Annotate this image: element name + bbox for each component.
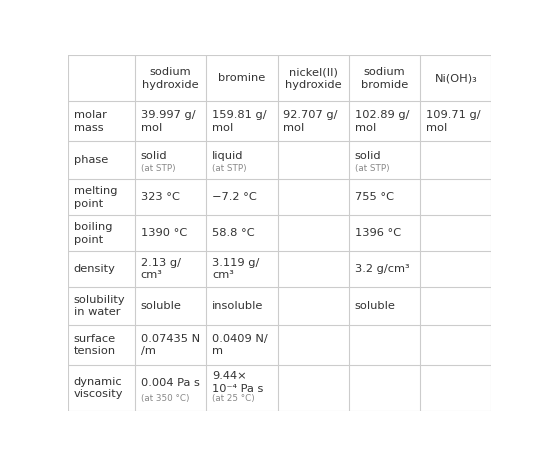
Text: boiling
point: boiling point bbox=[74, 222, 112, 244]
Text: −7.2 °C: −7.2 °C bbox=[212, 192, 257, 202]
Text: molar
mass: molar mass bbox=[74, 110, 106, 133]
Text: 39.997 g/
mol: 39.997 g/ mol bbox=[141, 110, 195, 133]
Text: solid: solid bbox=[141, 151, 167, 161]
Text: 109.71 g/
mol: 109.71 g/ mol bbox=[426, 110, 480, 133]
Text: insoluble: insoluble bbox=[212, 301, 263, 311]
Text: (at STP): (at STP) bbox=[212, 164, 247, 173]
Text: (at STP): (at STP) bbox=[354, 164, 389, 173]
Text: 0.07435 N
/m: 0.07435 N /m bbox=[141, 334, 200, 356]
Text: bromine: bromine bbox=[218, 73, 265, 84]
Text: 102.89 g/
mol: 102.89 g/ mol bbox=[354, 110, 409, 133]
Text: sodium
bromide: sodium bromide bbox=[361, 67, 408, 90]
Text: 3.2 g/cm³: 3.2 g/cm³ bbox=[354, 264, 409, 274]
Text: (at 350 °C): (at 350 °C) bbox=[141, 394, 189, 403]
Text: phase: phase bbox=[74, 155, 108, 165]
Text: sodium
hydroxide: sodium hydroxide bbox=[143, 67, 199, 90]
Text: surface
tension: surface tension bbox=[74, 334, 116, 356]
Text: soluble: soluble bbox=[141, 301, 182, 311]
Text: 0.004 Pa s: 0.004 Pa s bbox=[141, 377, 200, 388]
Text: liquid: liquid bbox=[212, 151, 244, 161]
Text: (at 25 °C): (at 25 °C) bbox=[212, 394, 255, 403]
Text: 2.13 g/
cm³: 2.13 g/ cm³ bbox=[141, 258, 181, 280]
Text: 159.81 g/
mol: 159.81 g/ mol bbox=[212, 110, 266, 133]
Text: 92.707 g/
mol: 92.707 g/ mol bbox=[283, 110, 338, 133]
Text: 755 °C: 755 °C bbox=[354, 192, 394, 202]
Text: 9.44×
10⁻⁴ Pa s: 9.44× 10⁻⁴ Pa s bbox=[212, 371, 263, 394]
Text: 3.119 g/
cm³: 3.119 g/ cm³ bbox=[212, 258, 259, 280]
Text: nickel(II)
hydroxide: nickel(II) hydroxide bbox=[285, 67, 341, 90]
Text: 1396 °C: 1396 °C bbox=[354, 228, 401, 238]
Text: 58.8 °C: 58.8 °C bbox=[212, 228, 254, 238]
Text: (at STP): (at STP) bbox=[141, 164, 175, 173]
Text: melting
point: melting point bbox=[74, 186, 117, 208]
Text: solid: solid bbox=[354, 151, 381, 161]
Text: solubility
in water: solubility in water bbox=[74, 295, 125, 317]
Text: 0.0409 N/
m: 0.0409 N/ m bbox=[212, 334, 268, 356]
Text: soluble: soluble bbox=[354, 301, 395, 311]
Text: density: density bbox=[74, 264, 115, 274]
Text: Ni(OH)₃: Ni(OH)₃ bbox=[435, 73, 477, 84]
Text: 323 °C: 323 °C bbox=[141, 192, 180, 202]
Text: 1390 °C: 1390 °C bbox=[141, 228, 187, 238]
Text: dynamic
viscosity: dynamic viscosity bbox=[74, 377, 123, 399]
